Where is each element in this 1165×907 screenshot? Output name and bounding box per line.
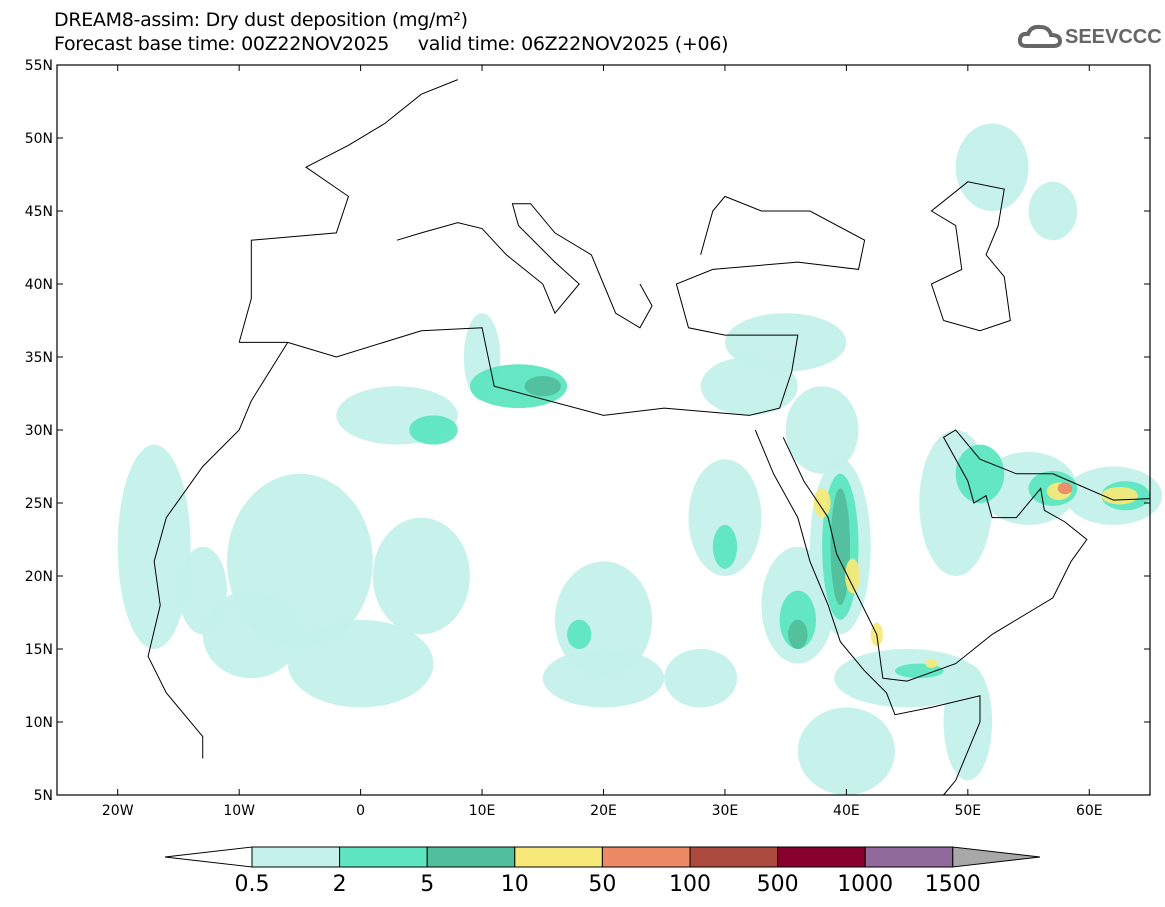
lon-label: 40E	[833, 803, 860, 819]
lat-label: 25N	[25, 496, 53, 512]
dust-contour	[724, 313, 847, 372]
lat-label: 55N	[25, 58, 53, 74]
dust-contour	[925, 659, 938, 668]
coastline	[239, 195, 866, 416]
colorbar-swatch	[864, 846, 954, 868]
coastline	[147, 342, 289, 759]
colorbar-swatch	[426, 846, 516, 868]
colorbar-under-arrow	[164, 846, 253, 868]
coastline	[930, 181, 1011, 332]
dust-contour	[788, 619, 808, 650]
colorbar-level-label: 500	[757, 872, 799, 897]
dust-deposition-field	[117, 123, 1163, 795]
colorbar: 0.5 2 5 10 50 100 500 1000 1500	[164, 846, 1041, 897]
colorbar-swatch	[689, 846, 779, 868]
dust-contour	[409, 415, 458, 445]
lat-label: 45N	[25, 204, 53, 220]
coastlines	[147, 79, 1151, 796]
lat-label: 30N	[25, 423, 53, 439]
coastline	[782, 429, 1151, 682]
lon-label: 30E	[712, 803, 739, 819]
colorbar-level-label: 100	[669, 872, 711, 897]
lat-label: 15N	[25, 642, 53, 658]
map-title: DREAM8-assim: Dry dust deposition (mg/m²…	[54, 9, 468, 31]
dust-contour	[688, 459, 762, 576]
lon-label: 10E	[469, 803, 496, 819]
colorbar-swatch	[601, 846, 691, 868]
lat-label: 50N	[25, 131, 53, 147]
lat-label: 40N	[25, 277, 53, 293]
lat-label: 20N	[25, 569, 53, 585]
lat-label: 5N	[34, 788, 53, 804]
colorbar-level-label: 1000	[837, 872, 893, 897]
colorbar-level-label: 0.5	[235, 872, 270, 897]
colorbar-level-label: 5	[420, 872, 434, 897]
colorbar-swatch	[514, 846, 603, 868]
dust-contour	[979, 451, 1078, 525]
dust-contour	[700, 357, 798, 416]
dust-contour	[372, 517, 470, 635]
lon-label: 60E	[1076, 803, 1103, 819]
dust-contour	[834, 649, 980, 708]
seevccc-logo: SEEVCCC	[1018, 24, 1162, 50]
colorbar-over-arrow	[952, 846, 1041, 868]
cloud-icon	[1018, 24, 1062, 48]
dust-contour	[287, 619, 434, 708]
coastline	[754, 429, 981, 796]
lon-label: 0	[356, 803, 365, 819]
coastline	[238, 79, 458, 343]
dust-contour	[202, 590, 300, 679]
dust-contour	[830, 488, 851, 606]
colorbar-level-label: 50	[588, 872, 616, 897]
lon-label: 20W	[102, 803, 134, 819]
dust-contour	[664, 649, 738, 708]
dust-contour	[1057, 482, 1073, 495]
dust-contour	[524, 375, 561, 397]
dust-contour	[955, 444, 1005, 503]
dust-contour	[955, 123, 1029, 211]
dust-contour	[813, 488, 831, 518]
colorbar-swatch	[777, 846, 866, 868]
lon-label: 20E	[590, 803, 617, 819]
dust-contour	[117, 444, 191, 649]
colorbar-level-label: 2	[333, 872, 347, 897]
lon-label: 50E	[954, 803, 981, 819]
lat-label: 10N	[25, 715, 53, 731]
forecast-times: Forecast base time: 00Z22NOV2025 valid t…	[54, 33, 729, 55]
colorbar-level-label: 1500	[925, 872, 981, 897]
dust-contour	[542, 649, 665, 708]
dust-contour	[785, 386, 859, 474]
dust-contour	[797, 707, 895, 795]
dust-contour	[1028, 181, 1078, 241]
dust-contour	[712, 524, 738, 569]
colorbar-level-label: 10	[501, 872, 529, 897]
dust-contour	[845, 558, 860, 594]
lat-label: 35N	[25, 350, 53, 366]
dust-contour	[943, 663, 993, 781]
coastline	[396, 203, 653, 329]
dust-contour	[1101, 486, 1138, 505]
colorbar-swatch	[251, 846, 341, 868]
colorbar-swatch	[339, 846, 428, 868]
lon-label: 10W	[223, 803, 255, 819]
dust-contour	[469, 364, 568, 409]
dust-contour	[567, 619, 592, 650]
logo-text: SEEVCCC	[1065, 25, 1162, 48]
